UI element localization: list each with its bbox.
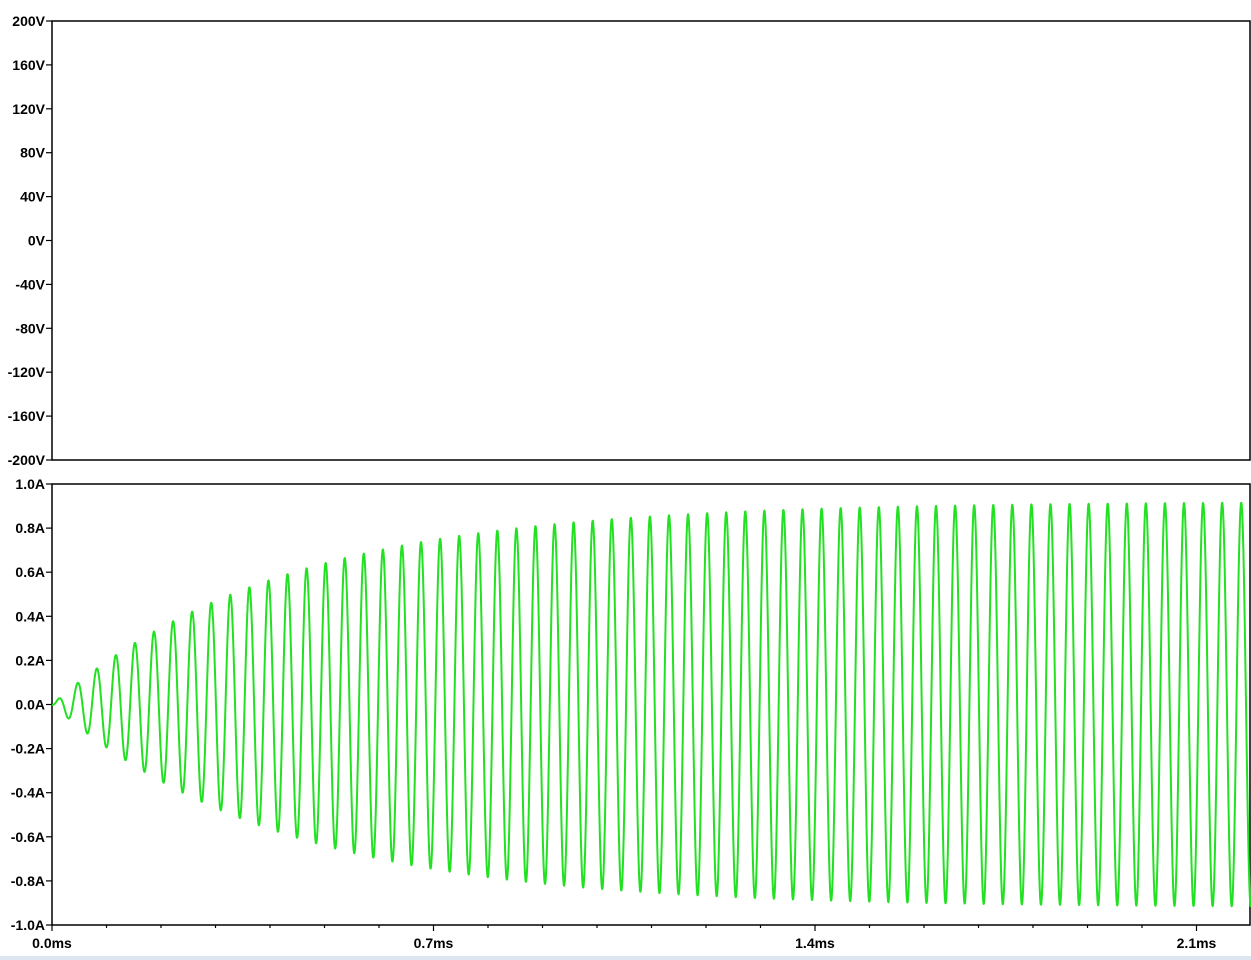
voltage-y-tick-label: 120V xyxy=(12,101,45,117)
voltage-y-tick-label: 200V xyxy=(12,13,45,29)
time-axis-tick-label: 0.0ms xyxy=(32,935,72,951)
current-trace[interactable] xyxy=(51,501,1251,908)
current-y-tick-label: 0.6A xyxy=(15,564,45,580)
voltage-y-tick-label: 40V xyxy=(20,189,46,205)
current-y-tick-label: 0.2A xyxy=(15,652,45,668)
voltage-plot-frame xyxy=(51,20,1251,461)
current-y-tick-label: 1.0A xyxy=(15,476,45,492)
voltage-y-tick-label: 160V xyxy=(12,57,45,73)
current-y-tick-label: 0.4A xyxy=(15,608,45,624)
voltage-y-tick-label: -200V xyxy=(8,452,46,468)
current-y-tick-label: 0.0A xyxy=(15,697,45,713)
current-y-tick-label: -1.0A xyxy=(11,917,45,933)
voltage-y-tick-label: -160V xyxy=(8,408,46,424)
voltage-y-tick-label: 80V xyxy=(20,145,46,161)
time-axis-tick-label: 1.4ms xyxy=(795,935,835,951)
voltage-y-tick-label: -80V xyxy=(15,320,45,336)
voltage-pane[interactable]: 200V 160V 120V 80V 40V 0V -40V -80V -120V -160V -2… xyxy=(8,13,1251,468)
current-y-tick-label: -0.8A xyxy=(11,873,45,889)
time-axis-tick-label: 0.7ms xyxy=(414,935,454,951)
time-axis-tick-label: 2.1ms xyxy=(1177,935,1217,951)
current-pane[interactable]: 1.0A 0.8A 0.6A 0.4A 0.2A 0.0A -0.2A -0.4A -0.6A -… xyxy=(11,476,1251,933)
current-y-tick-label: -0.2A xyxy=(11,741,45,757)
current-y-tick-label: -0.6A xyxy=(11,829,45,845)
voltage-y-tick-label: 0V xyxy=(28,233,46,249)
time-axis: 0.0ms 0.7ms 1.4ms 2.1ms xyxy=(32,925,1217,951)
status-strip xyxy=(0,956,1251,960)
voltage-y-tick-label: -40V xyxy=(15,276,45,292)
current-y-tick-label: -0.4A xyxy=(11,785,45,801)
current-y-tick-label: 0.8A xyxy=(15,520,45,536)
voltage-y-tick-label: -120V xyxy=(8,364,46,380)
